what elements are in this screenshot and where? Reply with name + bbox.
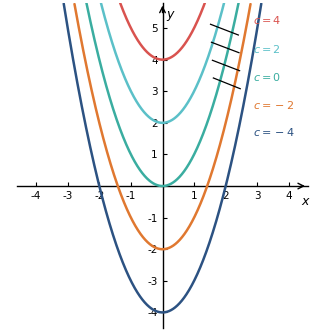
Text: $c = -2$: $c = -2$ xyxy=(253,100,294,112)
Text: $c = 0$: $c = 0$ xyxy=(253,71,280,83)
Text: $c = -4$: $c = -4$ xyxy=(253,126,294,138)
Text: x: x xyxy=(301,195,308,208)
Text: $c = 4$: $c = 4$ xyxy=(253,14,281,26)
Text: y: y xyxy=(166,8,174,21)
Text: $c = 2$: $c = 2$ xyxy=(253,43,280,55)
